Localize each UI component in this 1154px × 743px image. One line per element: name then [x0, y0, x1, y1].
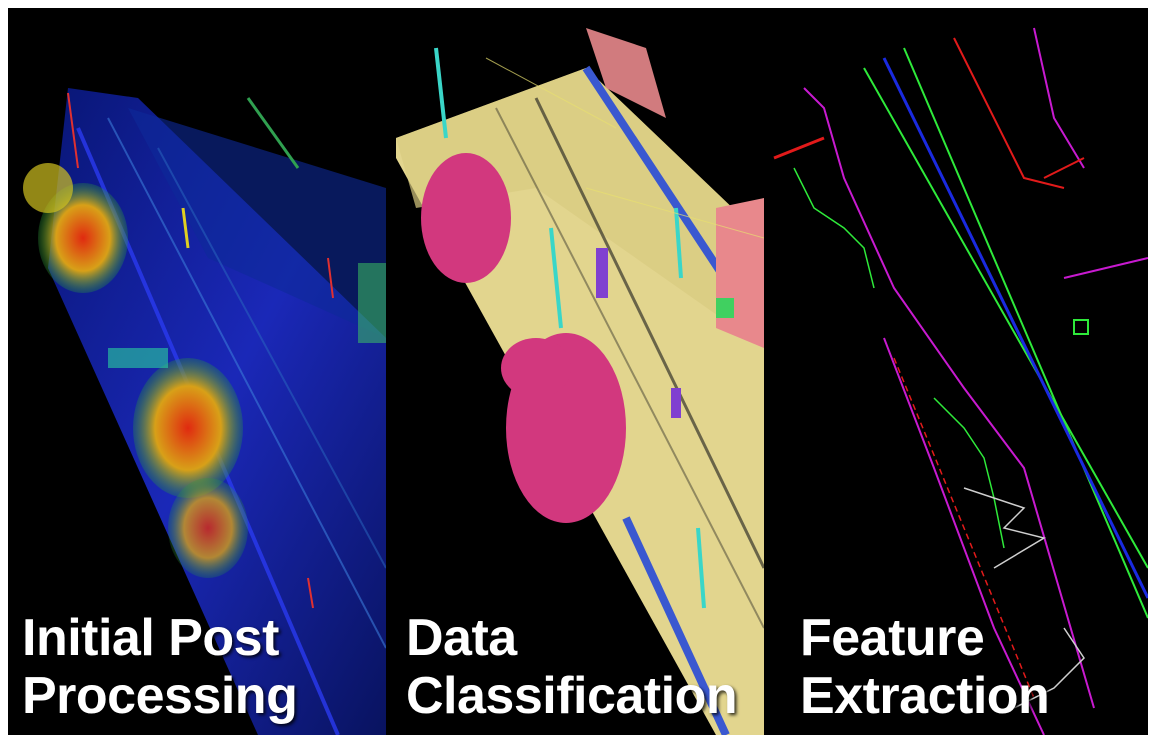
figure-frame: Initial Post Processing	[8, 8, 1148, 735]
caption-line-2: Processing	[22, 667, 298, 725]
caption-feature-extraction: Feature Extraction	[800, 609, 1148, 725]
caption-data-classification: Data Classification	[406, 609, 764, 725]
panel-data-classification: Data Classification	[386, 8, 764, 735]
raw-point-cloud-image	[23, 88, 386, 735]
caption-line-1: Data	[406, 609, 517, 667]
vector-features-image	[773, 27, 1148, 735]
caption-initial-post-processing: Initial Post Processing	[22, 609, 386, 725]
panel-initial-post-processing: Initial Post Processing	[8, 8, 386, 735]
caption-line-2: Extraction	[800, 667, 1050, 725]
classified-point-cloud-image	[396, 28, 764, 735]
panel-feature-extraction: Feature Extraction	[764, 8, 1148, 735]
caption-line-2: Classification	[406, 667, 738, 725]
caption-line-1: Feature	[800, 609, 985, 667]
caption-line-1: Initial Post	[22, 609, 279, 667]
